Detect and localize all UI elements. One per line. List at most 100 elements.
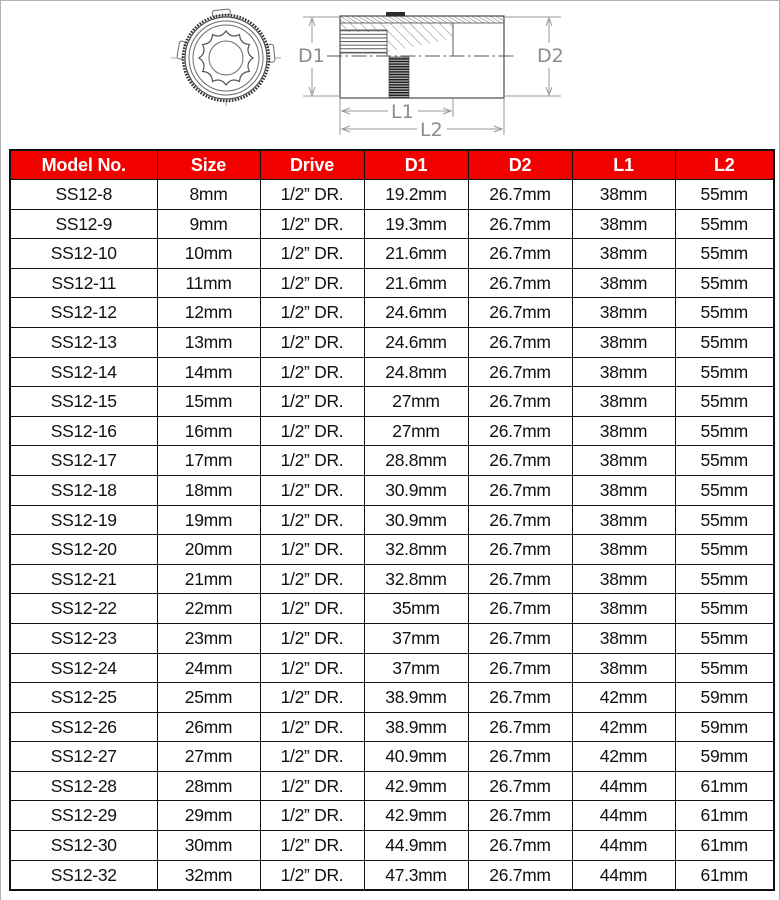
- table-cell-l1: 38mm: [571, 267, 676, 299]
- table-row: SS12-21 21mm 1/2” DR. 32.8mm 26.7mm 38mm 55mm: [9, 563, 775, 595]
- table-cell-size: 25mm: [156, 682, 261, 713]
- table-cell-l1: 44mm: [571, 859, 676, 891]
- table-cell-size: 24mm: [156, 652, 261, 684]
- table-cell-d2: 26.7mm: [467, 267, 573, 299]
- table-cell-drive: 1/2” DR.: [259, 179, 365, 210]
- table-cell-l2: 55mm: [674, 652, 775, 684]
- table-cell-d1: 40.9mm: [363, 741, 469, 772]
- table-cell-d1: 44.9mm: [363, 830, 469, 861]
- table-cell-d2: 26.7mm: [467, 800, 573, 832]
- table-row: SS12-12 12mm 1/2” DR. 24.6mm 26.7mm 38mm 55mm: [9, 297, 775, 328]
- table-cell-drive: 1/2” DR.: [259, 474, 365, 506]
- table-row: SS12-14 14mm 1/2” DR. 24.8mm 26.7mm 38mm 55mm: [9, 356, 775, 388]
- table-cell-l1: 38mm: [571, 504, 676, 536]
- table-cell-d2: 26.7mm: [467, 859, 573, 891]
- table-cell-drive: 1/2” DR.: [259, 297, 365, 328]
- table-cell-d1: 30.9mm: [363, 474, 469, 506]
- table-cell-size: 23mm: [156, 622, 261, 654]
- table-cell-d2: 26.7mm: [467, 386, 573, 417]
- table-cell-l2: 55mm: [674, 267, 775, 299]
- table-cell-d1: 24.8mm: [363, 356, 469, 388]
- table-cell-size: 21mm: [156, 563, 261, 595]
- table-cell-size: 28mm: [156, 770, 261, 802]
- table-cell-d2: 26.7mm: [467, 563, 573, 595]
- table-cell-d2: 26.7mm: [467, 534, 573, 565]
- table-cell-model: SS12-18: [9, 474, 158, 506]
- table-cell-size: 30mm: [156, 830, 261, 861]
- table-cell-d2: 26.7mm: [467, 622, 573, 654]
- table-cell-l1: 38mm: [571, 622, 676, 654]
- table-cell-model: SS12-23: [9, 622, 158, 654]
- table-cell-d1: 21.6mm: [363, 238, 469, 269]
- table-cell-model: SS12-32: [9, 859, 158, 891]
- table-row: SS12-17 17mm 1/2” DR. 28.8mm 26.7mm 38mm 55mm: [9, 445, 775, 476]
- table-cell-l1: 38mm: [571, 386, 676, 417]
- table-cell-d2: 26.7mm: [467, 356, 573, 388]
- table-cell-l2: 61mm: [674, 800, 775, 832]
- table-cell-drive: 1/2” DR.: [259, 238, 365, 269]
- table-cell-d2: 26.7mm: [467, 297, 573, 328]
- table-cell-size: 15mm: [156, 386, 261, 417]
- technical-drawing: D1 D2: [1, 1, 779, 149]
- table-cell-l1: 38mm: [571, 474, 676, 506]
- table-row: SS12-19 19mm 1/2” DR. 30.9mm 26.7mm 38mm 55mm: [9, 504, 775, 536]
- table-cell-drive: 1/2” DR.: [259, 208, 365, 240]
- table-cell-model: SS12-28: [9, 770, 158, 802]
- table-cell-l1: 44mm: [571, 800, 676, 832]
- table-cell-l1: 38mm: [571, 593, 676, 624]
- table-cell-d2: 26.7mm: [467, 474, 573, 506]
- table-row: SS12-26 26mm 1/2” DR. 38.9mm 26.7mm 42mm 59mm: [9, 711, 775, 743]
- dim-label-d1: D1: [298, 45, 325, 67]
- table-cell-d2: 26.7mm: [467, 445, 573, 476]
- table-cell-drive: 1/2” DR.: [259, 563, 365, 595]
- knurl-band: [388, 56, 410, 99]
- dim-label-l2: L2: [420, 119, 443, 141]
- table-cell-l2: 55mm: [674, 622, 775, 654]
- table-cell-d1: 30.9mm: [363, 504, 469, 536]
- table-cell-l2: 55mm: [674, 504, 775, 536]
- table-cell-drive: 1/2” DR.: [259, 267, 365, 299]
- table-cell-d1: 27mm: [363, 386, 469, 417]
- table-cell-size: 13mm: [156, 326, 261, 358]
- table-cell-l2: 55mm: [674, 208, 775, 240]
- table-cell-drive: 1/2” DR.: [259, 445, 365, 476]
- table-cell-size: 14mm: [156, 356, 261, 388]
- table-cell-drive: 1/2” DR.: [259, 622, 365, 654]
- table-cell-l2: 55mm: [674, 593, 775, 624]
- table-cell-model: SS12-12: [9, 297, 158, 328]
- table-cell-size: 10mm: [156, 238, 261, 269]
- table-cell-l1: 44mm: [571, 830, 676, 861]
- table-cell-d2: 26.7mm: [467, 179, 573, 210]
- col-header-l2: L2: [674, 149, 775, 180]
- table-cell-d1: 42.9mm: [363, 800, 469, 832]
- socket-side-view: D1 D2: [298, 12, 564, 141]
- table-cell-model: SS12-10: [9, 238, 158, 269]
- table-cell-l1: 44mm: [571, 770, 676, 802]
- table-cell-l1: 38mm: [571, 297, 676, 328]
- table-cell-d1: 32.8mm: [363, 534, 469, 565]
- table-cell-d2: 26.7mm: [467, 711, 573, 743]
- table-cell-d1: 37mm: [363, 622, 469, 654]
- dimension-d1: [303, 16, 340, 97]
- table-cell-d2: 26.7mm: [467, 652, 573, 684]
- table-cell-l2: 61mm: [674, 770, 775, 802]
- table-cell-d2: 26.7mm: [467, 770, 573, 802]
- table-cell-model: SS12-24: [9, 652, 158, 684]
- table-cell-size: 16mm: [156, 415, 261, 447]
- table-cell-drive: 1/2” DR.: [259, 741, 365, 772]
- table-row: SS12-9 9mm 1/2” DR. 19.3mm 26.7mm 38mm 55mm: [9, 208, 775, 240]
- table-cell-l2: 59mm: [674, 682, 775, 713]
- spec-table-body: SS12-8 8mm 1/2” DR. 19.2mm 26.7mm 38mm 55mm SS1…: [9, 179, 775, 891]
- table-row: SS12-30 30mm 1/2” DR. 44.9mm 26.7mm 44mm 61mm: [9, 830, 775, 861]
- col-header-size: Size: [156, 149, 261, 180]
- table-cell-l2: 55mm: [674, 238, 775, 269]
- table-row: SS12-18 18mm 1/2” DR. 30.9mm 26.7mm 38mm 55mm: [9, 474, 775, 506]
- table-row: SS12-28 28mm 1/2” DR. 42.9mm 26.7mm 44mm 61mm: [9, 770, 775, 802]
- table-cell-drive: 1/2” DR.: [259, 386, 365, 417]
- table-cell-d1: 37mm: [363, 652, 469, 684]
- table-cell-model: SS12-21: [9, 563, 158, 595]
- table-cell-drive: 1/2” DR.: [259, 534, 365, 565]
- table-cell-size: 11mm: [156, 267, 261, 299]
- table-cell-l2: 55mm: [674, 179, 775, 210]
